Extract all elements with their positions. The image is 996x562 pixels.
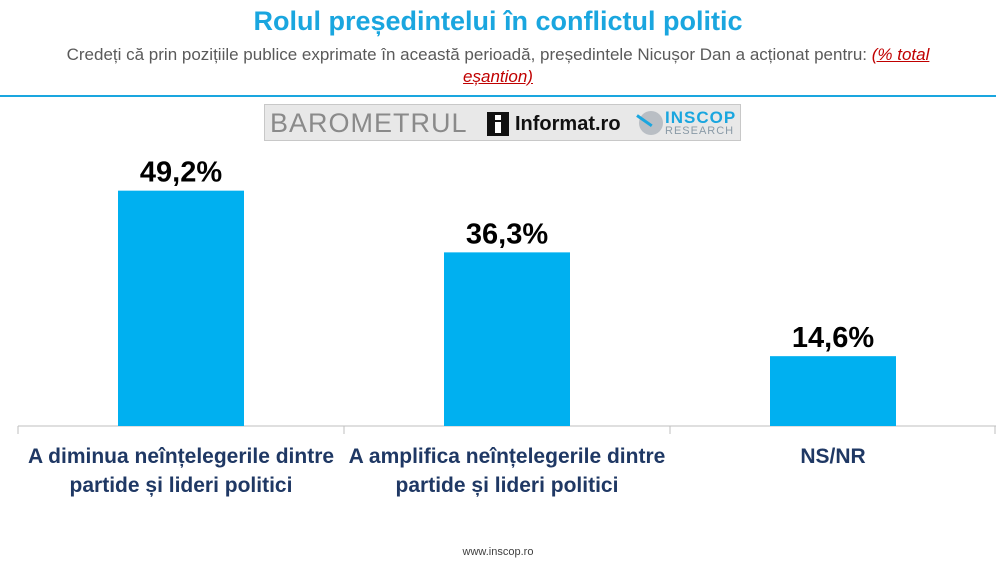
bar-2 <box>444 252 570 426</box>
informat-info-icon <box>487 112 509 136</box>
chart-subtitle: Credeți că prin pozițiile publice exprim… <box>40 44 956 88</box>
sample-note: (% total eșantion) <box>463 45 930 86</box>
category-label-3: NS/NR <box>800 445 866 468</box>
bar-1 <box>118 190 244 426</box>
inscop-research-text: RESEARCH <box>665 125 735 137</box>
informat-logo-text: Informat.ro <box>515 113 621 135</box>
inscop-logo-icon <box>639 111 663 135</box>
subtitle-question: Credeți că prin pozițiile publice exprim… <box>66 45 868 64</box>
sponsor-banner: BAROMETRUL Informat.ro INSCOP RESEARCH <box>264 104 741 141</box>
bar-value-label-1: 49,2% <box>140 157 222 189</box>
inscop-logo-text: INSCOP <box>665 108 737 127</box>
footer-url: www.inscop.ro <box>462 546 534 558</box>
bar-3 <box>770 356 896 426</box>
barometer-logo-text: BAROMETRUL <box>270 108 468 138</box>
chart-title: Rolul președintelui în conflictul politi… <box>253 6 743 36</box>
bar-value-label-3: 14,6% <box>792 322 874 354</box>
category-label-1: A diminua neînțelegerile dintre partide … <box>27 445 335 497</box>
bar-value-label-2: 36,3% <box>466 218 548 250</box>
category-label-2: A amplifica neînțelegerile dintre partid… <box>348 445 666 497</box>
header-divider <box>0 95 996 97</box>
